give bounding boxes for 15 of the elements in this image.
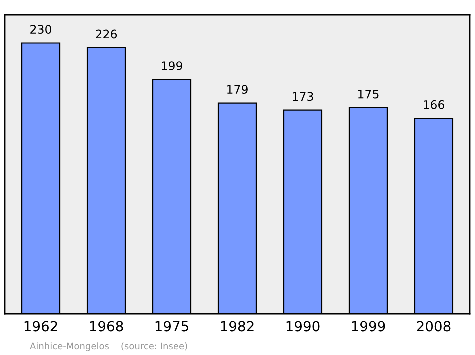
x-tick-label: 2008: [417, 321, 451, 332]
x-tick-label: 1975: [156, 321, 188, 332]
data-label: 175: [358, 90, 379, 99]
data-label: 226: [96, 30, 118, 39]
text: Ainhice-Mongelos (source: Insee): [30, 342, 188, 352]
data-label: 199: [162, 62, 182, 71]
data-label: 230: [30, 25, 52, 34]
x-tick-label: 1968: [90, 321, 124, 332]
x-tick-label: 1990: [286, 321, 320, 332]
data-label: 179: [228, 85, 248, 94]
data-label: 173: [293, 92, 314, 102]
data-label: 166: [424, 100, 444, 110]
x-tick-label: 1962: [24, 321, 58, 332]
x-tick-label: 1982: [221, 321, 254, 332]
x-tick-label: 1999: [352, 321, 386, 332]
